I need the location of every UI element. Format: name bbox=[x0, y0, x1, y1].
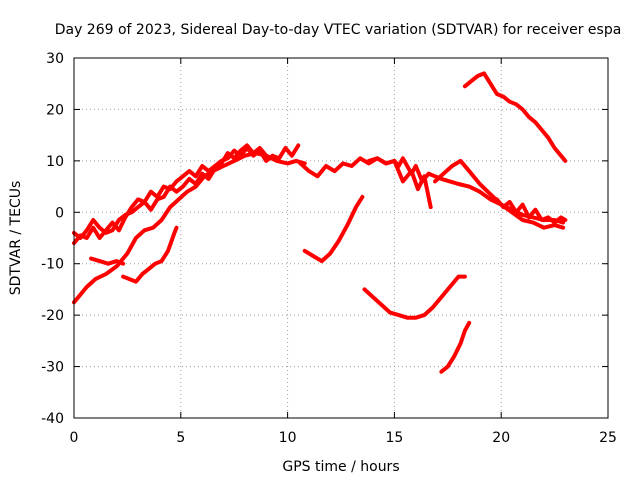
series-line-arc-6 bbox=[302, 194, 365, 264]
series-line-arc-7 bbox=[298, 156, 566, 225]
y-tick-label: -30 bbox=[41, 360, 64, 376]
x-tick-label: 25 bbox=[599, 430, 617, 446]
axis-ticks: 0 5 10 15 20 25 -40 -30 -20 -10 0 10 20 30 bbox=[41, 51, 617, 446]
x-tick-label: 15 bbox=[385, 430, 403, 446]
series-line-arc-10 bbox=[362, 274, 467, 320]
x-tick-label: 5 bbox=[176, 430, 185, 446]
series-line-arc-8 bbox=[366, 156, 433, 210]
series-line-arc-12 bbox=[462, 71, 568, 163]
data-series bbox=[72, 71, 568, 374]
series-line-arc-13 bbox=[494, 197, 568, 225]
plot-frame bbox=[73, 57, 609, 419]
x-tick-label: 0 bbox=[70, 430, 79, 446]
x-axis-label: GPS time / hours bbox=[282, 459, 399, 475]
series-line-arc-5 bbox=[121, 225, 179, 284]
series-line-arc-2 bbox=[72, 143, 269, 240]
y-tick-label: 10 bbox=[46, 154, 64, 170]
x-tick-label: 10 bbox=[279, 430, 297, 446]
series-line-arc-11 bbox=[439, 320, 472, 374]
y-axis-label: SDTVAR / TECUs bbox=[8, 181, 24, 296]
y-tick-label: -10 bbox=[41, 257, 64, 273]
y-tick-label: -20 bbox=[41, 308, 64, 324]
y-tick-label: 0 bbox=[55, 205, 64, 221]
y-tick-label: 30 bbox=[46, 51, 64, 67]
y-tick-label: -40 bbox=[41, 411, 64, 427]
x-tick-label: 20 bbox=[492, 430, 510, 446]
y-tick-label: 20 bbox=[46, 102, 64, 118]
series-line-arc-4 bbox=[89, 256, 126, 266]
chart-title: Day 269 of 2023, Sidereal Day-to-day VTE… bbox=[55, 22, 622, 38]
series-line-arc-3 bbox=[72, 151, 307, 305]
